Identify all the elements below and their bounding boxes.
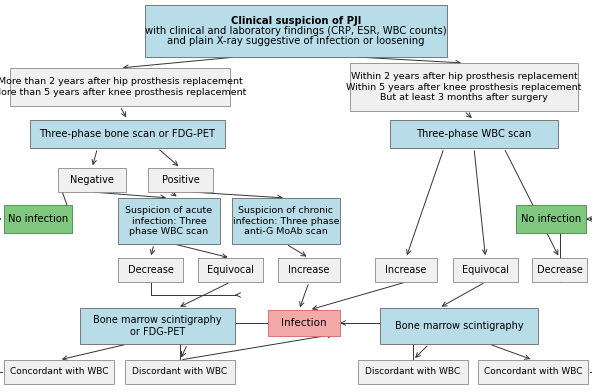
Text: Discordant with WBC: Discordant with WBC <box>365 368 461 376</box>
Text: Decrease: Decrease <box>536 265 583 275</box>
FancyBboxPatch shape <box>478 360 588 384</box>
Text: Negative: Negative <box>70 175 114 185</box>
Text: No infection: No infection <box>8 214 68 224</box>
Text: Infection: Infection <box>281 318 327 328</box>
Text: Suspicion of acute
infection: Three
phase WBC scan: Suspicion of acute infection: Three phas… <box>126 206 213 236</box>
Text: Three-phase WBC scan: Three-phase WBC scan <box>416 129 532 139</box>
FancyBboxPatch shape <box>532 258 587 282</box>
FancyBboxPatch shape <box>375 258 437 282</box>
Text: Discordant with WBC: Discordant with WBC <box>133 368 227 376</box>
FancyBboxPatch shape <box>278 258 340 282</box>
FancyBboxPatch shape <box>80 308 235 344</box>
FancyBboxPatch shape <box>198 258 263 282</box>
FancyBboxPatch shape <box>4 360 114 384</box>
FancyBboxPatch shape <box>516 205 586 233</box>
FancyBboxPatch shape <box>380 308 538 344</box>
FancyBboxPatch shape <box>4 205 72 233</box>
Text: More than 2 years after hip prosthesis replacement
More than 5 years after knee : More than 2 years after hip prosthesis r… <box>0 77 247 97</box>
Text: with clinical and laboratory findings (CRP, ESR, WBC counts): with clinical and laboratory findings (C… <box>145 26 447 36</box>
Text: Three-phase bone scan or FDG-PET: Three-phase bone scan or FDG-PET <box>40 129 215 139</box>
Text: Decrease: Decrease <box>127 265 173 275</box>
FancyBboxPatch shape <box>268 310 340 336</box>
FancyBboxPatch shape <box>390 120 558 148</box>
Text: Clinical suspicion of PJI: Clinical suspicion of PJI <box>231 16 361 26</box>
FancyBboxPatch shape <box>58 168 126 192</box>
FancyBboxPatch shape <box>358 360 468 384</box>
FancyBboxPatch shape <box>30 120 225 148</box>
FancyBboxPatch shape <box>118 258 183 282</box>
Text: Within 2 years after hip prosthesis replacement
Within 5 years after knee prosth: Within 2 years after hip prosthesis repl… <box>346 72 582 102</box>
FancyBboxPatch shape <box>453 258 518 282</box>
FancyBboxPatch shape <box>148 168 213 192</box>
FancyBboxPatch shape <box>10 68 230 106</box>
Text: and plain X-ray suggestive of infection or loosening: and plain X-ray suggestive of infection … <box>168 36 424 46</box>
FancyBboxPatch shape <box>350 63 578 111</box>
FancyBboxPatch shape <box>118 198 220 244</box>
Text: Concordant with WBC: Concordant with WBC <box>9 368 108 376</box>
Text: Equivocal: Equivocal <box>207 265 254 275</box>
Text: Equivocal: Equivocal <box>462 265 509 275</box>
Text: Concordant with WBC: Concordant with WBC <box>484 368 583 376</box>
Text: Increase: Increase <box>288 265 330 275</box>
Text: Bone marrow scintigraphy: Bone marrow scintigraphy <box>395 321 523 331</box>
Text: No infection: No infection <box>521 214 581 224</box>
Text: Suspicion of chronic
infection: Three phase
anti-G MoAb scan: Suspicion of chronic infection: Three ph… <box>233 206 339 236</box>
FancyBboxPatch shape <box>232 198 340 244</box>
FancyBboxPatch shape <box>145 5 447 57</box>
Text: Positive: Positive <box>162 175 200 185</box>
Text: Increase: Increase <box>385 265 427 275</box>
Text: Bone marrow scintigraphy
or FDG-PET: Bone marrow scintigraphy or FDG-PET <box>93 315 222 337</box>
FancyBboxPatch shape <box>125 360 235 384</box>
